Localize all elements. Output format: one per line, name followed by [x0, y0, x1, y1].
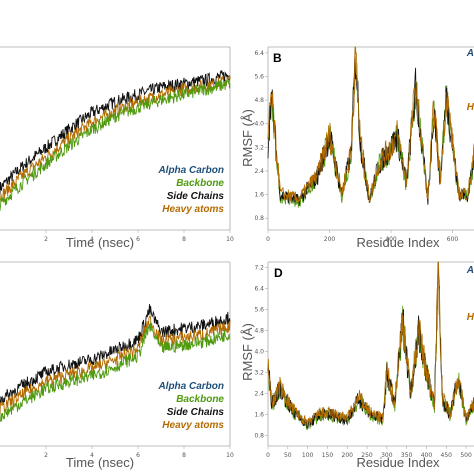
panel-c: 2 4 6 8 10 Time (nsec) Alpha Carbon Backbone… — [0, 261, 234, 470]
panel-2-series-backbone — [0, 322, 231, 422]
panel-1-x-tick-label: 0 — [266, 236, 270, 243]
panel-c-x-axis-label: Time (nsec) — [66, 455, 134, 470]
panel-1-y-tick-label: 1.6 — [254, 192, 264, 199]
panel-a-x-axis-label: Time (nsec) — [66, 235, 134, 250]
panel-3-y-tick-label: 5.6 — [254, 306, 264, 313]
panel-a: 2 4 6 8 10 Time (nsec) Alpha Carbon Backbone… — [0, 46, 234, 250]
panel-1-y-tick-label: 4.8 — [254, 97, 264, 104]
panel-c-legend-side-chains: Side Chains — [167, 407, 225, 418]
panel-3-x-tick-label: 500 — [460, 452, 472, 459]
panel-d-x-axis-label: Residue Index — [356, 455, 440, 470]
panel-2-x-tick-label: 4 — [90, 452, 94, 459]
panel-3-y-tick-label: 4.8 — [254, 327, 264, 334]
panel-c-legend-alpha-carbon: Alpha Carbon — [157, 381, 224, 392]
panel-3-x-tick-label: 300 — [381, 452, 393, 459]
panel-3-x-tick-label: 200 — [342, 452, 354, 459]
panel-2-x-tick-label: 8 — [182, 452, 186, 459]
panel-3-x-tick-label: 250 — [361, 452, 373, 459]
panel-3-x-tick-label: 350 — [401, 452, 413, 459]
panel-2-series-side-chains — [0, 304, 231, 405]
panel-1-y-tick-label: 2.4 — [254, 168, 264, 175]
panel-0-x-tick-label: 4 — [90, 236, 94, 243]
panel-3-x-tick-label: 50 — [284, 452, 292, 459]
panel-1-y-tick-label: 6.4 — [254, 50, 264, 57]
panel-3-y-tick-label: 3.2 — [254, 369, 264, 376]
panel-1-x-tick-label: 400 — [385, 236, 397, 243]
panel-1-y-tick-label: 0.8 — [254, 215, 264, 222]
panel-d-label: D — [274, 266, 283, 280]
panel-3-y-tick-label: 0.8 — [254, 432, 264, 439]
panel-1-y-tick-label: 3.2 — [254, 144, 264, 151]
panel-d-legend-a: A — [466, 265, 474, 276]
panel-3-x-tick-label: 0 — [266, 452, 270, 459]
panel-b-legend-a: A — [466, 48, 474, 59]
panel-d-legend-h: H — [467, 312, 474, 323]
panel-b-legend-h: H — [467, 102, 474, 113]
panel-3-y-tick-label: 4.0 — [254, 348, 264, 355]
panel-2-x-tick-label: 6 — [136, 452, 140, 459]
panel-1-rmsf-trace-heavy-atoms — [267, 46, 474, 204]
panel-3-rmsf-trace-heavy-atoms — [267, 261, 474, 427]
panel-2-series-heavy-atoms — [0, 315, 231, 415]
panel-2-x-tick-label: 2 — [44, 452, 48, 459]
panel-3-x-tick-label: 100 — [302, 452, 314, 459]
panel-d: D A H 0 50 100 150 200 250 300 350 400 450 500 0.8 1… — [240, 261, 474, 470]
panel-1-y-tick-label: 5.6 — [254, 74, 264, 81]
panel-0-x-tick-label: 6 — [136, 236, 140, 243]
panel-3-y-tick-label: 7.2 — [254, 264, 264, 271]
panel-c-legend-backbone: Backbone — [176, 394, 224, 405]
panel-0-x-tick-label: 8 — [182, 236, 186, 243]
panel-a-legend-heavy-atoms: Heavy atoms — [162, 204, 224, 215]
panel-b-label: B — [273, 51, 282, 65]
panel-3-x-tick-label: 400 — [421, 452, 433, 459]
panel-c-legend-heavy-atoms: Heavy atoms — [162, 420, 224, 431]
panel-a-legend-backbone: Backbone — [176, 178, 224, 189]
panel-0-x-tick-label: 2 — [44, 236, 48, 243]
panel-0-series-backbone — [0, 78, 231, 211]
panel-1-x-tick-label: 200 — [324, 236, 336, 243]
panel-a-legend-alpha-carbon: Alpha Carbon — [157, 165, 224, 176]
panel-3-y-tick-label: 6.4 — [254, 285, 264, 292]
panel-b: B A H 0 200 400 600 0.8 1.6 2.4 3.2 4.0 4.8 5.6 6.4… — [240, 46, 474, 250]
panel-3-x-tick-label: 450 — [441, 452, 453, 459]
panel-b-y-axis-label: RMSF (Å) — [240, 109, 255, 167]
panel-0-x-tick-label: 10 — [226, 236, 234, 243]
panel-3-y-tick-label: 2.4 — [254, 390, 264, 397]
panel-d-y-axis-label: RMSF (Å) — [240, 323, 255, 381]
panel-b-x-axis-label: Residue Index — [356, 235, 440, 250]
panel-1-y-tick-label: 4.0 — [254, 121, 264, 128]
panel-3-x-tick-label: 150 — [322, 452, 334, 459]
panel-0-series-heavy-atoms — [0, 74, 231, 202]
panel-2-x-tick-label: 10 — [226, 452, 234, 459]
panel-a-legend-side-chains: Side Chains — [167, 191, 225, 202]
panel-1-x-tick-label: 600 — [447, 236, 459, 243]
panel-3-y-tick-label: 1.6 — [254, 411, 264, 418]
